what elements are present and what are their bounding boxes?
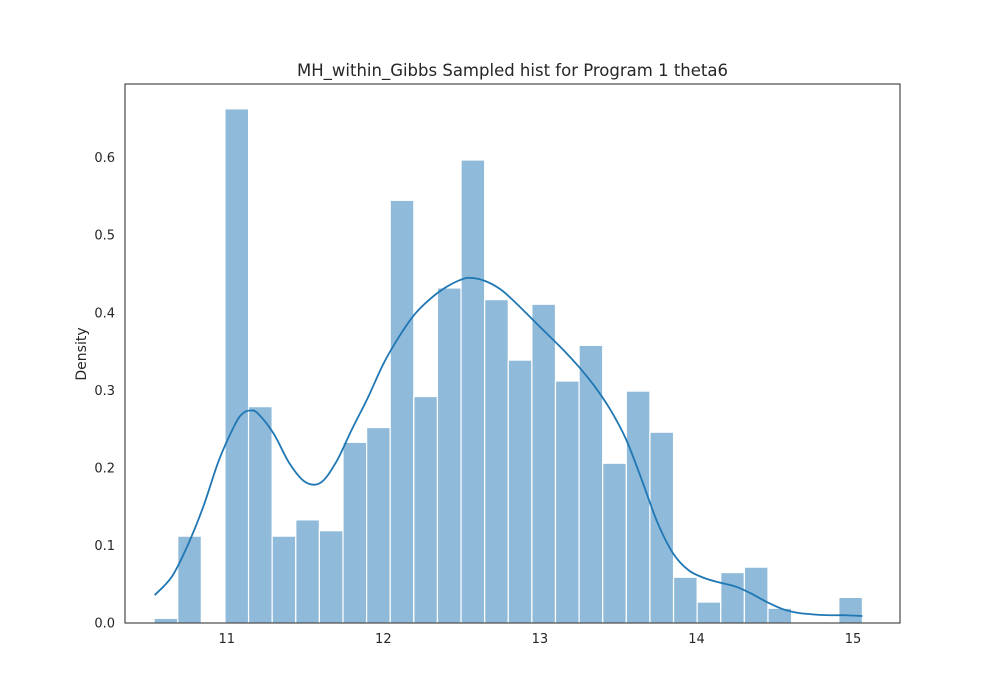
histogram-bar <box>696 601 722 624</box>
histogram-bar <box>318 530 344 624</box>
y-tick-label: 0.2 <box>94 461 115 476</box>
histogram-bar <box>838 596 864 624</box>
histogram-bar <box>625 390 651 624</box>
chart-title: MH_within_Gibbs Sampled hist for Program… <box>297 61 728 81</box>
y-tick-label: 0.6 <box>94 151 115 166</box>
histogram-bar <box>649 431 675 624</box>
histogram-bar <box>484 299 509 624</box>
histogram-bar <box>366 426 391 624</box>
histogram-bar <box>247 406 273 624</box>
x-tick-label: 11 <box>218 632 235 647</box>
x-tick-label: 13 <box>532 632 549 647</box>
histogram-bar <box>460 159 486 624</box>
histogram-bar <box>578 344 604 624</box>
y-axis-title: Density <box>74 327 90 380</box>
y-tick-label: 0.4 <box>94 306 115 321</box>
histogram-bar <box>507 359 533 624</box>
histogram-bar <box>743 566 769 624</box>
histogram-bar <box>153 617 179 624</box>
histogram-bar <box>342 441 368 624</box>
histogram-bar <box>389 199 415 624</box>
histogram-bar <box>554 380 580 624</box>
x-tick-label: 15 <box>845 632 862 647</box>
histogram-bar <box>177 535 202 624</box>
histogram-bar <box>531 303 557 624</box>
x-tick-label: 14 <box>688 632 705 647</box>
histogram-bar <box>295 519 320 624</box>
bars-group <box>153 108 864 624</box>
histogram-bar <box>672 576 698 624</box>
y-tick-label: 0.3 <box>94 384 115 399</box>
histogram-bar <box>413 395 439 624</box>
y-tick-label: 0.5 <box>94 229 115 244</box>
kde-curve <box>154 276 863 617</box>
y-tick-label: 0.0 <box>94 617 115 632</box>
histogram-bar <box>436 287 462 624</box>
y-tick-labels: 0.0 0.1 0.2 0.3 0.4 0.5 0.6 <box>94 151 115 631</box>
histogram-bar <box>720 571 745 624</box>
histogram-bar <box>224 108 250 624</box>
x-tick-label: 12 <box>375 632 392 647</box>
y-tick-label: 0.1 <box>94 539 115 554</box>
plot-frame <box>124 83 901 624</box>
x-tick-labels: 11 12 13 14 15 <box>218 632 861 647</box>
histogram-bar <box>602 462 627 624</box>
histogram-bar <box>271 535 297 624</box>
